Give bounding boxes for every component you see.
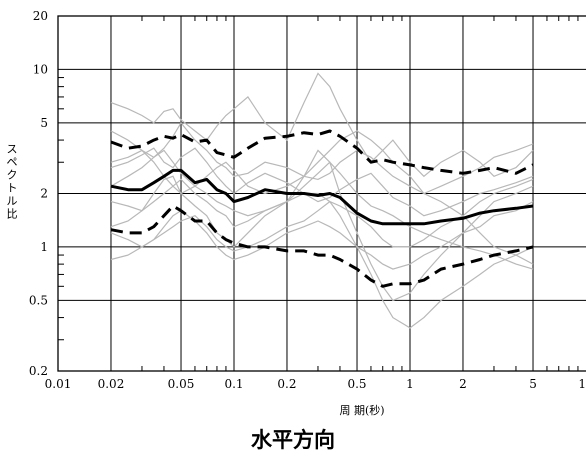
y-tick-label: 0.2 — [29, 364, 48, 378]
y-tick-label: 5 — [40, 116, 48, 130]
record-line — [111, 179, 533, 259]
y-tick-label: 20 — [33, 9, 48, 23]
y-label-char: ル — [7, 195, 18, 208]
y-tick-label: 2 — [40, 187, 48, 201]
x-tick-label: 0.05 — [168, 377, 195, 391]
y-label-char: ク — [7, 169, 18, 182]
y-label-char: 比 — [7, 208, 18, 221]
x-tick-label: 0.2 — [277, 377, 296, 391]
x-tick-label: 1 — [406, 377, 414, 391]
record-line — [111, 73, 533, 176]
x-tick-label: 10 — [578, 377, 586, 391]
mean-plus-sigma-line — [111, 131, 533, 173]
x-tick-label: 0.01 — [45, 377, 72, 391]
chart-caption: 水平方向 — [0, 424, 586, 454]
mean-minus-sigma-line — [111, 206, 533, 286]
x-tick-label: 5 — [529, 377, 537, 391]
y-tick-label: 1 — [40, 240, 48, 254]
record-line — [111, 131, 533, 264]
x-axis-label: 周 期(秒) — [339, 403, 384, 417]
y-tick-label: 10 — [33, 62, 48, 76]
individual-records — [111, 73, 533, 328]
x-tick-label: 0.5 — [347, 377, 366, 391]
y-axis-label: スペクトル比 — [7, 143, 18, 221]
x-tick-label: 2 — [459, 377, 467, 391]
y-tick-label: 0.5 — [29, 293, 48, 307]
y-label-char: ス — [7, 143, 18, 156]
y-label-char: ト — [7, 182, 18, 195]
x-tick-label: 0.1 — [224, 377, 243, 391]
y-label-char: ペ — [7, 156, 18, 169]
axis-ticks: 0.01 0.02 0.05 0.1 0.2 0.5 1 2 5 10 0.2 0.5 1 2 5 10 20 — [29, 9, 586, 391]
x-tick-label: 0.02 — [98, 377, 125, 391]
record-line — [111, 202, 533, 270]
